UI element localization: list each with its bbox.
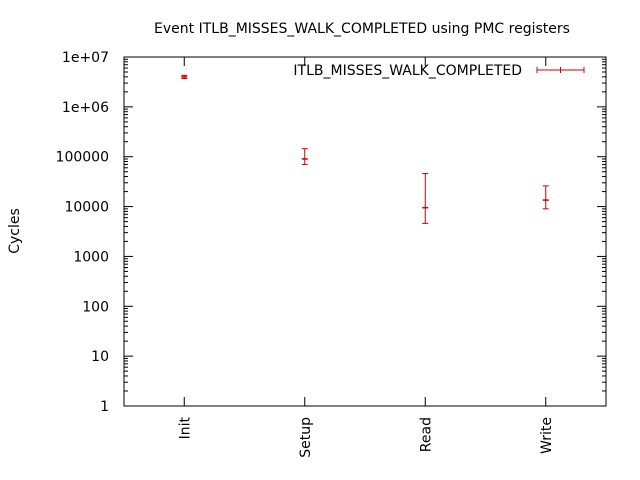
chart-title: Event ITLB_MISSES_WALK_COMPLETED using P…	[154, 21, 570, 37]
y-tick-label: 100000	[56, 150, 109, 166]
x-tick-label: Read	[418, 417, 434, 452]
x-tick-label: Setup	[298, 417, 314, 458]
y-tick-label: 1	[100, 399, 109, 415]
legend-key	[536, 67, 585, 73]
y-tick-label: 1000	[73, 249, 109, 265]
x-tick-label: Init	[177, 416, 193, 439]
y-axis-label: Cycles	[7, 208, 23, 254]
y-tick-label: 1e+06	[62, 100, 109, 116]
y-tick-label: 1e+07	[62, 50, 109, 66]
x-axis-ticks: Init Setup Read Write	[177, 57, 555, 458]
legend-label: ITLB_MISSES_WALK_COMPLETED	[293, 63, 522, 79]
y-tick-label: 10000	[64, 200, 109, 216]
y-tick-label: 100	[82, 299, 109, 315]
series-layer	[181, 74, 549, 224]
data-point	[422, 173, 429, 224]
data-point	[542, 185, 549, 210]
x-tick-label: Write	[539, 417, 555, 454]
data-point	[301, 148, 308, 165]
legend: ITLB_MISSES_WALK_COMPLETED	[293, 63, 585, 79]
y-axis-ticks: 1 10 100 1000 10000 100000 1e+06 1e+07	[56, 50, 606, 415]
plot-area-frame	[123, 56, 607, 407]
y-tick-label: 10	[91, 349, 109, 365]
data-point	[181, 74, 188, 80]
